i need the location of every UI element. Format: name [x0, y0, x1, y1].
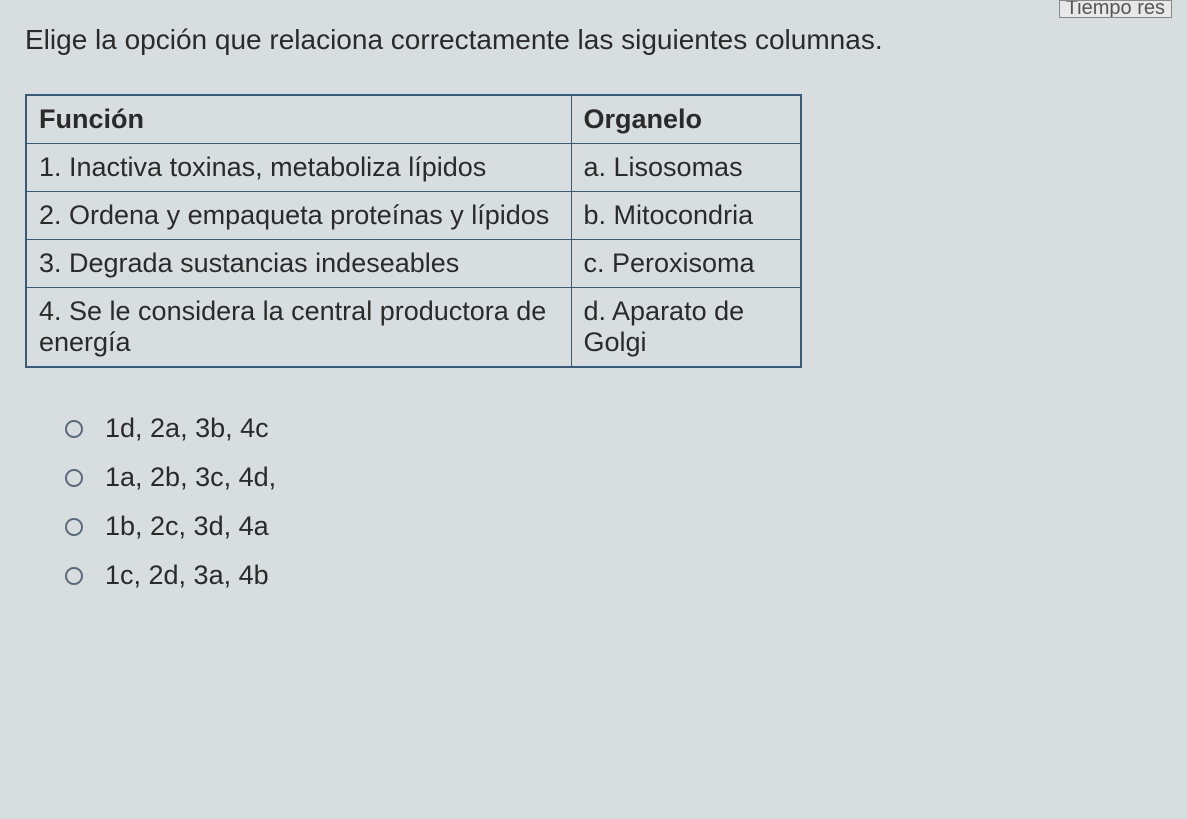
option-row[interactable]: 1b, 2c, 3d, 4a [65, 511, 1162, 542]
organelo-cell: b. Mitocondria [571, 192, 801, 240]
table-header-organelo: Organelo [571, 95, 801, 144]
radio-icon[interactable] [65, 567, 83, 585]
option-label: 1b, 2c, 3d, 4a [105, 511, 269, 542]
option-row[interactable]: 1d, 2a, 3b, 4c [65, 413, 1162, 444]
radio-icon[interactable] [65, 469, 83, 487]
funcion-cell: 4. Se le considera la central productora… [26, 288, 571, 368]
option-row[interactable]: 1c, 2d, 3a, 4b [65, 560, 1162, 591]
option-row[interactable]: 1a, 2b, 3c, 4d, [65, 462, 1162, 493]
radio-icon[interactable] [65, 518, 83, 536]
table-row: 1. Inactiva toxinas, metaboliza lípidos … [26, 144, 801, 192]
funcion-cell: 2. Ordena y empaqueta proteínas y lípido… [26, 192, 571, 240]
organelo-cell: d. Aparato de Golgi [571, 288, 801, 368]
funcion-cell: 3. Degrada sustancias indeseables [26, 240, 571, 288]
radio-icon[interactable] [65, 420, 83, 438]
timer-label-partial: Tiempo res [1059, 0, 1172, 18]
answer-options: 1d, 2a, 3b, 4c 1a, 2b, 3c, 4d, 1b, 2c, 3… [25, 413, 1162, 591]
option-label: 1c, 2d, 3a, 4b [105, 560, 269, 591]
organelo-cell: c. Peroxisoma [571, 240, 801, 288]
table-row: 3. Degrada sustancias indeseables c. Per… [26, 240, 801, 288]
funcion-cell: 1. Inactiva toxinas, metaboliza lípidos [26, 144, 571, 192]
table-header-funcion: Función [26, 95, 571, 144]
option-label: 1a, 2b, 3c, 4d, [105, 462, 276, 493]
table-row: 2. Ordena y empaqueta proteínas y lípido… [26, 192, 801, 240]
option-label: 1d, 2a, 3b, 4c [105, 413, 269, 444]
organelo-cell: a. Lisosomas [571, 144, 801, 192]
question-prompt: Elige la opción que relaciona correctame… [25, 20, 1162, 59]
matching-table: Función Organelo 1. Inactiva toxinas, me… [25, 94, 802, 368]
table-row: 4. Se le considera la central productora… [26, 288, 801, 368]
